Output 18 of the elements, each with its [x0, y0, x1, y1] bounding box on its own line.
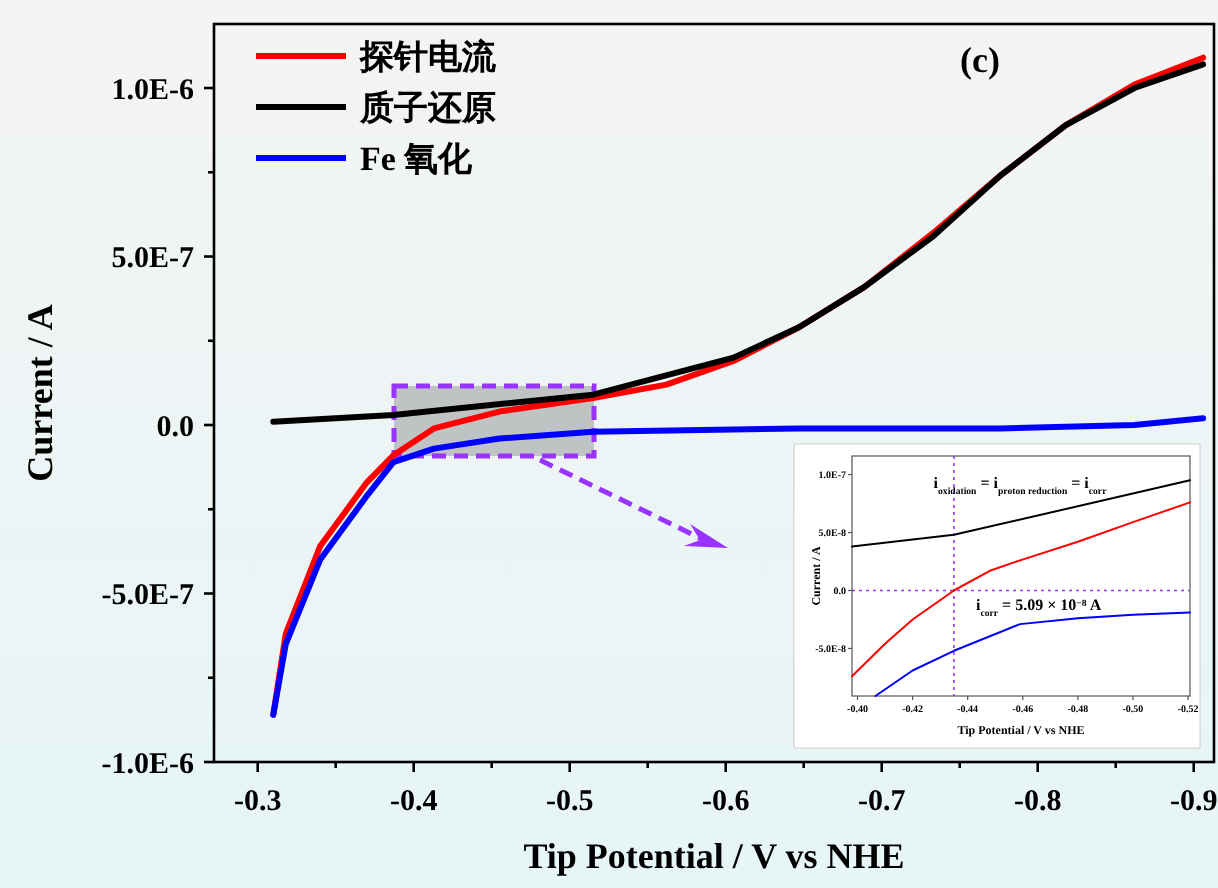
- x-tick-label: -0.9: [1169, 786, 1218, 818]
- legend-label: 质子还原: [358, 89, 496, 128]
- y-tick-label: 1.0E-6: [111, 74, 195, 107]
- y-tick-label: 0.0: [156, 411, 194, 444]
- y-tick-label: -1.0E-6: [101, 748, 195, 781]
- x-axis-title: Tip Potential / V vs NHE: [523, 836, 905, 876]
- y-tick-label: -5.0E-7: [101, 580, 195, 613]
- y-tick-label: 5.0E-7: [111, 243, 195, 276]
- x-tick-label: -0.6: [701, 786, 751, 818]
- x-tick-label: -0.4: [389, 786, 439, 818]
- annotation: (c): [960, 40, 1000, 80]
- x-tick-label: -0.8: [1013, 786, 1062, 818]
- x-tick-label: -0.5: [545, 786, 594, 818]
- legend-label: 探针电流: [358, 38, 498, 77]
- x-tick-label: -0.3: [233, 786, 282, 818]
- legend-label: Fe 氧化: [360, 140, 475, 179]
- y-axis-title: Current / A: [20, 304, 60, 482]
- x-tick-label: -0.7: [857, 786, 907, 818]
